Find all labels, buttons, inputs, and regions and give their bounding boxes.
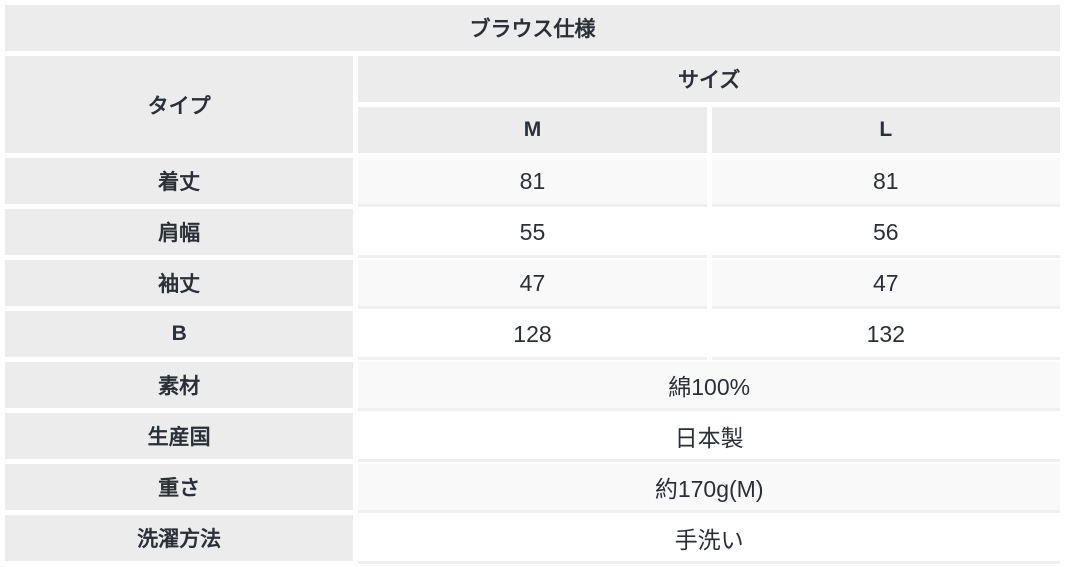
header-row-size: タイプ サイズ — [5, 56, 1060, 153]
row-value-m: 47 — [358, 260, 707, 306]
table-row-measure: 肩幅 55 56 — [5, 209, 1060, 255]
table-title: ブラウス仕様 — [5, 5, 1060, 51]
header-row-size-columns: M L — [5, 107, 1060, 153]
row-value-m: 81 — [358, 158, 707, 204]
size-column-l: L — [711, 107, 1060, 153]
row-label: 袖丈 — [5, 260, 354, 306]
table-row-info: 素材 綿100% — [5, 362, 1060, 408]
row-value-l: 47 — [711, 260, 1060, 306]
row-value-l: 56 — [711, 209, 1060, 255]
row-value: 日本製 — [358, 413, 1060, 459]
size-column-m: M — [358, 107, 707, 153]
table-row-measure: 袖丈 47 47 — [5, 260, 1060, 306]
table-row-info: 生産国 日本製 — [5, 413, 1060, 459]
row-value: 約170g(M) — [358, 464, 1060, 510]
title-row: ブラウス仕様 — [5, 5, 1060, 51]
row-label: 洗濯方法 — [5, 515, 354, 561]
table-row-measure: 着丈 81 81 — [5, 158, 1060, 204]
table-row-info: 重さ 約170g(M) — [5, 464, 1060, 510]
table-row-measure: B 128 132 — [5, 311, 1060, 357]
row-label: 素材 — [5, 362, 354, 408]
row-label: B — [5, 311, 354, 357]
row-value-l: 81 — [711, 158, 1060, 204]
row-value: 手洗い — [358, 515, 1060, 561]
row-label: 肩幅 — [5, 209, 354, 255]
row-value-m: 128 — [358, 311, 707, 357]
row-value-m: 55 — [358, 209, 707, 255]
row-label: 着丈 — [5, 158, 354, 204]
row-label: 重さ — [5, 464, 354, 510]
row-value: 綿100% — [358, 362, 1060, 408]
col-header-size: サイズ — [358, 56, 1060, 102]
col-header-type: タイプ — [5, 56, 354, 153]
row-value-l: 132 — [711, 311, 1060, 357]
row-label: 生産国 — [5, 413, 354, 459]
table-row-info: 洗濯方法 手洗い — [5, 515, 1060, 561]
